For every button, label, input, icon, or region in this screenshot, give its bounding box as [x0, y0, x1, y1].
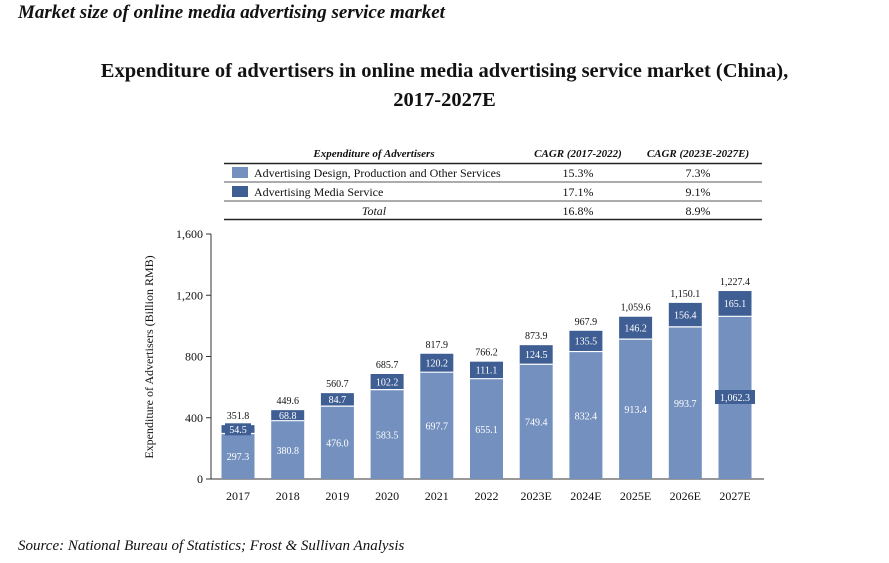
- data-label-design: 476.0: [326, 439, 349, 450]
- data-label-total: 351.8: [227, 411, 250, 422]
- bar-segment-design-2022: [470, 378, 503, 479]
- x-tick-label: 2018: [276, 489, 300, 503]
- data-label-box: [225, 423, 251, 436]
- data-label-media: 135.5: [575, 337, 598, 348]
- cagr-2017-2022-value: 17.1%: [563, 185, 594, 199]
- y-tick-label: 0: [197, 472, 203, 486]
- legend-swatch-media: [232, 186, 248, 197]
- y-tick-label: 1,600: [176, 227, 203, 241]
- y-tick-label: 1,200: [176, 288, 203, 302]
- bar-segment-design-2026E: [668, 326, 702, 479]
- y-tick-label: 400: [185, 411, 203, 425]
- bar-segment-media-2021: [420, 353, 454, 373]
- data-label-total: 560.7: [326, 379, 349, 390]
- bar-segment-media-2020: [370, 374, 404, 390]
- x-tick-label: 2025E: [620, 489, 651, 503]
- bar-segment-media-2019: [320, 393, 354, 407]
- data-label-media: 102.2: [376, 377, 399, 388]
- bar-segment-media-2027E: [718, 291, 752, 317]
- legend-swatch-design: [232, 167, 248, 178]
- cagr-2017-2022-value: 16.8%: [563, 204, 594, 218]
- x-tick-label: 2021: [425, 489, 449, 503]
- bar-segment-media-2024E: [569, 330, 603, 352]
- x-tick-label: 2023E: [521, 489, 552, 503]
- bar-segment-design-2024E: [569, 351, 603, 479]
- data-label-media: 124.5: [525, 350, 548, 361]
- data-label-design: 697.7: [426, 422, 449, 433]
- bar-segment-design-2023E: [519, 364, 553, 479]
- bar-segment-media-2025E: [619, 316, 653, 340]
- bar-segment-media-2023E: [519, 345, 553, 365]
- x-tick-label: 2026E: [670, 489, 701, 503]
- data-label-media: 68.8: [279, 411, 297, 422]
- bar-segment-design-2017: [221, 433, 255, 479]
- y-tick-label: 800: [185, 350, 203, 364]
- data-label-media: 146.2: [624, 323, 647, 334]
- data-label-total: 1,150.1: [670, 289, 700, 300]
- data-label-media: 120.2: [426, 358, 449, 369]
- data-label-total: 685.7: [376, 360, 399, 371]
- cagr-2023-2027-value: 9.1%: [686, 185, 711, 199]
- cagr-2017-2022-value: 15.3%: [563, 166, 594, 180]
- data-label-media: 54.5: [229, 425, 247, 436]
- x-tick-label: 2027E: [719, 489, 750, 503]
- cagr-2023-2027-value: 8.9%: [686, 204, 711, 218]
- data-label-box: [715, 390, 755, 404]
- legend-label-total: Total: [362, 204, 387, 218]
- source-note: Source: National Bureau of Statistics; F…: [18, 538, 405, 554]
- bar-segment-media-2022: [470, 361, 503, 379]
- table-header-expenditure: Expenditure of Advertisers: [312, 148, 434, 160]
- chart-title-line-2: 2017-2027E: [393, 89, 496, 111]
- data-label-media: 165.1: [724, 299, 747, 310]
- data-label-total: 1,227.4: [720, 277, 750, 288]
- data-label-design: 749.4: [525, 418, 548, 429]
- bar-segment-design-2025E: [619, 339, 653, 479]
- data-label-total: 766.2: [475, 348, 498, 359]
- data-label-media: 156.4: [674, 310, 697, 321]
- x-tick-label: 2024E: [570, 489, 601, 503]
- data-label-design: 655.1: [475, 425, 498, 436]
- section-heading: Market size of online media advertising …: [18, 2, 445, 23]
- data-label-design: 380.8: [276, 446, 299, 457]
- data-label-media: 84.7: [329, 395, 347, 406]
- cagr-2023-2027-value: 7.3%: [686, 166, 711, 180]
- data-label-design: 583.5: [376, 430, 399, 441]
- bar-segment-media-2018: [271, 410, 305, 421]
- x-tick-label: 2017: [226, 489, 250, 503]
- data-label-total: 817.9: [426, 340, 449, 351]
- data-label-design: 993.7: [674, 399, 697, 410]
- legend-label-media: Advertising Media Service: [254, 185, 383, 199]
- bar-segment-design-2018: [271, 420, 305, 479]
- chart-title-line-1: Expenditure of advertisers in online med…: [100, 60, 789, 82]
- table-header-cagr-2023-2027: CAGR (2023E-2027E): [647, 148, 749, 160]
- data-label-design: 913.4: [624, 405, 647, 416]
- chart-title: Expenditure of advertisers in online med…: [30, 57, 859, 115]
- data-label-total: 967.9: [575, 317, 598, 328]
- x-tick-label: 2022: [475, 489, 499, 503]
- data-label-media: 111.1: [476, 366, 498, 377]
- data-label-total: 449.6: [276, 396, 299, 407]
- data-label-total: 873.9: [525, 331, 548, 342]
- bar-segment-design-2019: [320, 406, 354, 479]
- table-header-cagr-2017-2022: CAGR (2017-2022): [534, 148, 622, 160]
- data-label-design: 1,062.3: [720, 393, 750, 404]
- bar-segment-media-2026E: [668, 302, 702, 327]
- bar-segment-design-2020: [370, 389, 404, 479]
- y-axis-label: Expenditure of Advertisers (Billion RMB): [142, 255, 156, 458]
- data-label-design: 297.3: [227, 452, 250, 463]
- data-label-design: 832.4: [575, 411, 598, 422]
- legend-label-design: Advertising Design, Production and Other…: [254, 166, 501, 180]
- x-tick-label: 2020: [375, 489, 399, 503]
- data-label-total: 1,059.6: [621, 303, 651, 314]
- bar-segment-design-2021: [420, 372, 454, 479]
- x-tick-label: 2019: [325, 489, 349, 503]
